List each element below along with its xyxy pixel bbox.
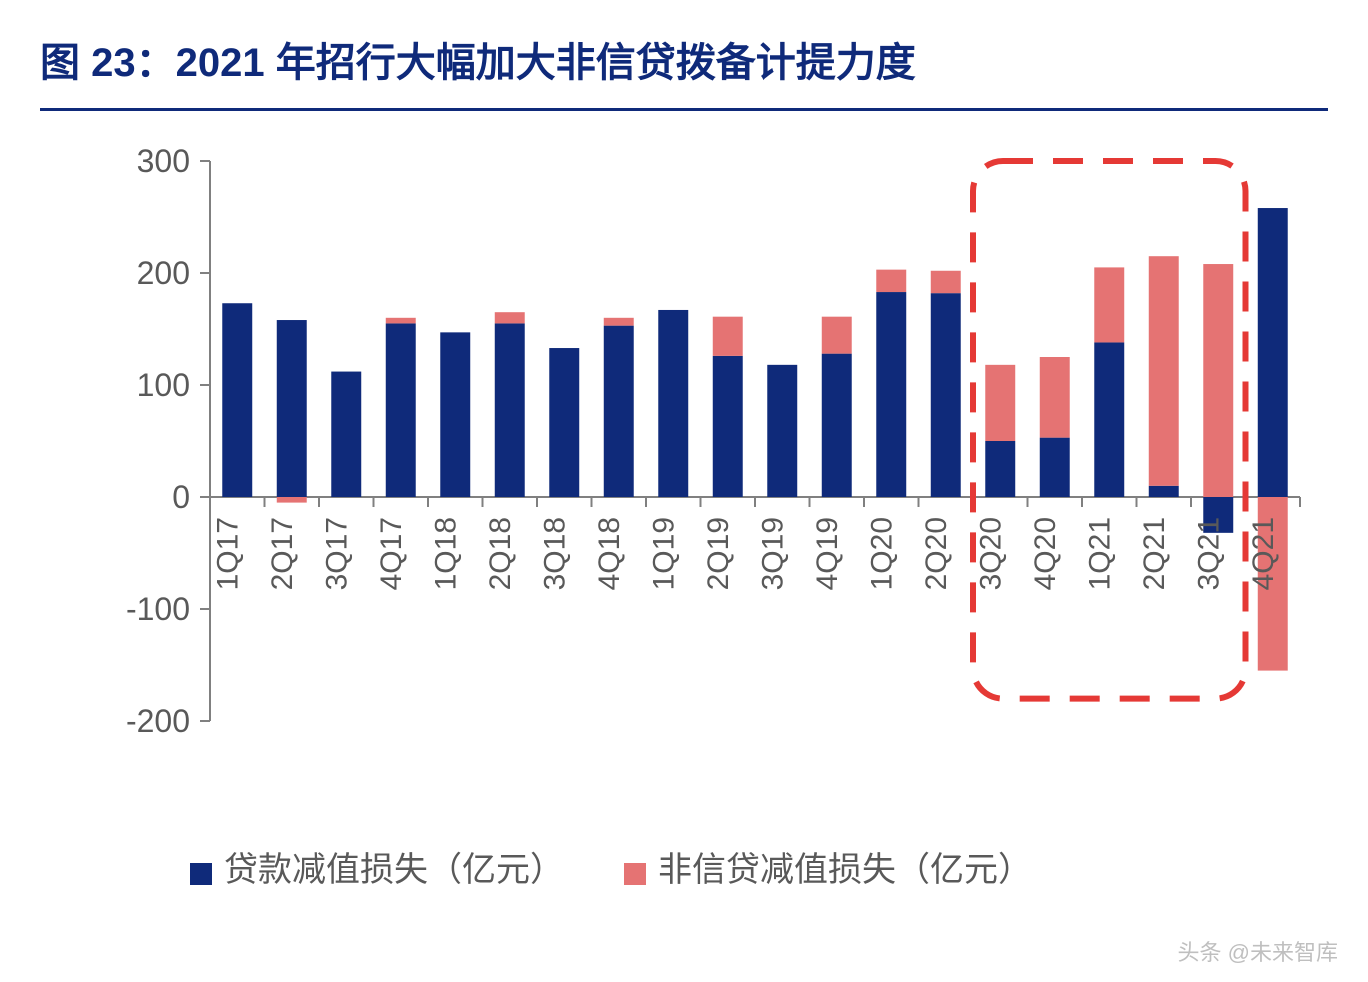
stacked-bar-chart: -200 -100 0 100 200 300 1Q17 2Q17 3Q17 4Q17 1Q18 2Q…: [40, 141, 1320, 901]
title-divider: [40, 108, 1328, 111]
bar: [604, 318, 634, 326]
x-axis-label: 1Q21: [1083, 517, 1116, 590]
bar: [604, 326, 634, 497]
x-axis-label: 1Q19: [647, 517, 680, 590]
bar: [277, 497, 307, 503]
legend-swatch: [190, 863, 212, 885]
bar: [1094, 342, 1124, 497]
bar: [386, 323, 416, 497]
svg-text:100: 100: [137, 367, 190, 403]
chart-title: 图 23：2021 年招行大幅加大非信贷拨备计提力度: [40, 30, 1328, 88]
bar: [331, 372, 361, 497]
watermark: 头条 @未来智库: [1178, 935, 1338, 967]
bar: [876, 270, 906, 292]
svg-text:-200: -200: [126, 703, 190, 739]
x-axis-label: 1Q18: [429, 517, 462, 590]
bar: [222, 303, 252, 497]
x-axis-label: 4Q17: [375, 517, 408, 590]
x-axis-label: 2Q17: [266, 517, 299, 590]
bar: [931, 293, 961, 497]
x-axis-label: 3Q18: [538, 517, 571, 590]
bar: [1203, 264, 1233, 497]
bar: [713, 356, 743, 497]
x-axis-label: 4Q20: [1029, 517, 1062, 590]
x-axis-label: 2Q20: [920, 517, 953, 590]
x-axis-label: 1Q20: [865, 517, 898, 590]
x-axis-label: 2Q18: [484, 517, 517, 590]
x-axis-label: 3Q17: [320, 517, 353, 590]
legend-label: 贷款减值损失（亿元）: [224, 851, 564, 889]
bar: [1149, 256, 1179, 486]
x-axis-label: 3Q20: [974, 517, 1007, 590]
bar: [1040, 438, 1070, 497]
bar: [1149, 486, 1179, 497]
svg-text:300: 300: [137, 143, 190, 179]
x-axis-label: 4Q21: [1247, 517, 1280, 590]
x-axis-label: 4Q19: [811, 517, 844, 590]
x-axis-label: 2Q19: [702, 517, 735, 590]
bar: [495, 323, 525, 497]
legend-swatch: [624, 863, 646, 885]
bar: [985, 441, 1015, 497]
bar: [386, 318, 416, 324]
bar: [1094, 267, 1124, 342]
x-axis-label: 1Q17: [211, 517, 244, 590]
x-axis-label: 2Q21: [1138, 517, 1171, 590]
bar: [931, 271, 961, 293]
svg-text:-100: -100: [126, 591, 190, 627]
bar: [1258, 208, 1288, 497]
bar: [713, 317, 743, 356]
bar: [822, 317, 852, 354]
svg-text:0: 0: [172, 479, 190, 515]
legend-label: 非信贷减值损失（亿元）: [658, 851, 1032, 889]
bar: [822, 354, 852, 497]
bar: [876, 292, 906, 497]
bar: [658, 310, 688, 497]
x-axis-label: 3Q21: [1192, 517, 1225, 590]
bar: [495, 312, 525, 323]
svg-text:200: 200: [137, 255, 190, 291]
chart-area: -200 -100 0 100 200 300 1Q17 2Q17 3Q17 4Q17 1Q18 2Q…: [40, 141, 1328, 906]
bar: [767, 365, 797, 497]
x-axis-label: 3Q19: [756, 517, 789, 590]
bar: [985, 365, 1015, 441]
x-axis-label: 4Q18: [593, 517, 626, 590]
bar: [440, 332, 470, 497]
bar: [277, 320, 307, 497]
bar: [549, 348, 579, 497]
bar: [1040, 357, 1070, 438]
